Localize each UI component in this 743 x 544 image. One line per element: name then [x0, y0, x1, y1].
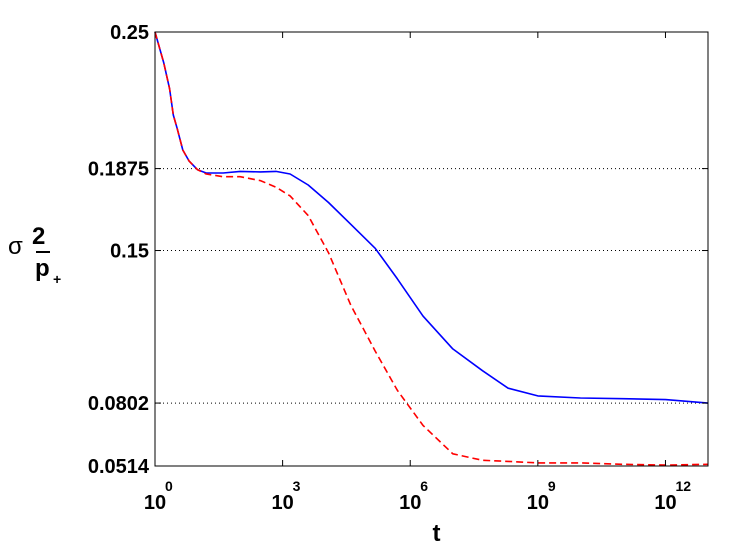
y-axis-title-subscript: p — [35, 255, 50, 282]
series-line-2 — [154, 31, 709, 466]
x-tick-label-exponent: 3 — [293, 478, 301, 494]
x-tick-label-exponent: 12 — [675, 478, 691, 494]
x-tick-label-exponent: 0 — [165, 478, 173, 494]
x-tick-label-base: 10 — [399, 492, 421, 514]
x-tick-label-exponent: 9 — [548, 478, 556, 494]
y-tick-label: 0.1875 — [88, 159, 149, 181]
plot-frame — [154, 31, 709, 467]
x-axis-title: t — [433, 520, 441, 544]
x-tick-label-base: 10 — [527, 492, 549, 514]
y-axis-title: σ 2 p + — [8, 223, 61, 287]
y-tick-label: 0.0802 — [88, 393, 149, 415]
tick-marks — [154, 31, 708, 467]
x-tick-label-base: 10 — [654, 492, 676, 514]
y-tick-label: 0.0514 — [88, 456, 150, 478]
y-axis-title-superscript: 2 — [32, 223, 45, 250]
plot-series — [154, 31, 709, 466]
tick-labels: 0.05140.08020.150.18750.2510010310610910… — [88, 22, 691, 514]
x-tick-label-base: 10 — [144, 492, 166, 514]
x-tick-label-exponent: 6 — [420, 478, 428, 494]
y-tick-label: 0.25 — [110, 22, 149, 44]
y-axis-title-subscript-mark: + — [53, 271, 61, 287]
y-tick-label: 0.15 — [110, 241, 149, 263]
y-axis-title-symbol: σ — [8, 233, 23, 260]
x-tick-label-base: 10 — [271, 492, 293, 514]
